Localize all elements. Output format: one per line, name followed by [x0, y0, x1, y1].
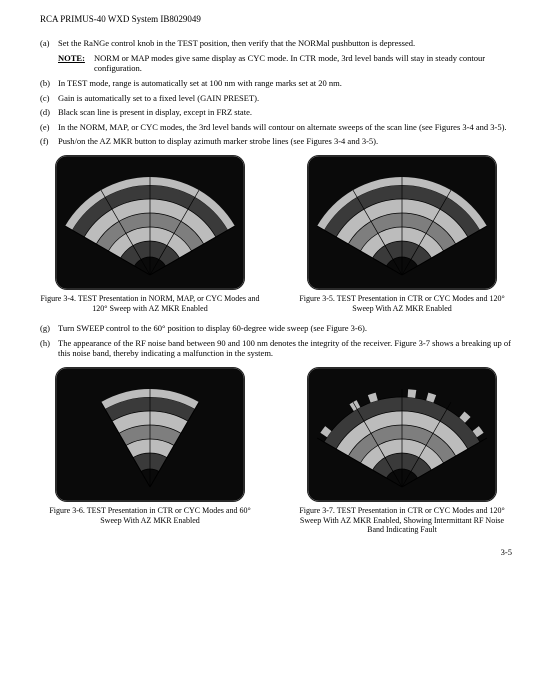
item-label: (f): [40, 136, 58, 147]
item-text: In the NORM, MAP, or CYC modes, the 3rd …: [58, 122, 512, 133]
item-label: (b): [40, 78, 58, 89]
item-label: (e): [40, 122, 58, 133]
list-item: (c)Gain is automatically set to a fixed …: [40, 93, 512, 104]
note-label: NOTE:: [58, 53, 94, 74]
figure-caption: Figure 3-6. TEST Presentation in CTR or …: [40, 506, 260, 525]
radar-display-3-6: [55, 367, 245, 502]
item-label: (d): [40, 107, 58, 118]
radar-display-3-5: [307, 155, 497, 290]
note-text: NORM or MAP modes give same display as C…: [94, 53, 512, 74]
note-block: NOTE: NORM or MAP modes give same displa…: [58, 53, 512, 74]
figure-caption: Figure 3-7. TEST Presentation in CTR or …: [292, 506, 512, 535]
item-text: The appearance of the RF noise band betw…: [58, 338, 512, 359]
list-item: (d)Black scan line is present in display…: [40, 107, 512, 118]
item-label: (c): [40, 93, 58, 104]
list-item: (f)Push/on the AZ MKR button to display …: [40, 136, 512, 147]
item-text: Black scan line is present in display, e…: [58, 107, 512, 118]
item-label: (h): [40, 338, 58, 359]
list-item: (g)Turn SWEEP control to the 60° positio…: [40, 323, 512, 334]
page-header: RCA PRIMUS-40 WXD System IB8029049: [40, 14, 512, 24]
item-label: (a): [40, 38, 58, 49]
item-text: Push/on the AZ MKR button to display azi…: [58, 136, 512, 147]
item-text: In TEST mode, range is automatically set…: [58, 78, 512, 89]
item-label: (g): [40, 323, 58, 334]
radar-display-3-4: [55, 155, 245, 290]
item-text: Turn SWEEP control to the 60° position t…: [58, 323, 512, 334]
figure-caption: Figure 3-5. TEST Presentation in CTR or …: [292, 294, 512, 313]
item-text: Gain is automatically set to a fixed lev…: [58, 93, 512, 104]
radar-display-3-7: [307, 367, 497, 502]
list-item: (a) Set the RaNGe control knob in the TE…: [40, 38, 512, 49]
list-item: (h)The appearance of the RF noise band b…: [40, 338, 512, 359]
page-number: 3-5: [40, 547, 512, 557]
list-item: (b)In TEST mode, range is automatically …: [40, 78, 512, 89]
figure-caption: Figure 3-4. TEST Presentation in NORM, M…: [40, 294, 260, 313]
list-item: (e)In the NORM, MAP, or CYC modes, the 3…: [40, 122, 512, 133]
item-text: Set the RaNGe control knob in the TEST p…: [58, 38, 512, 49]
